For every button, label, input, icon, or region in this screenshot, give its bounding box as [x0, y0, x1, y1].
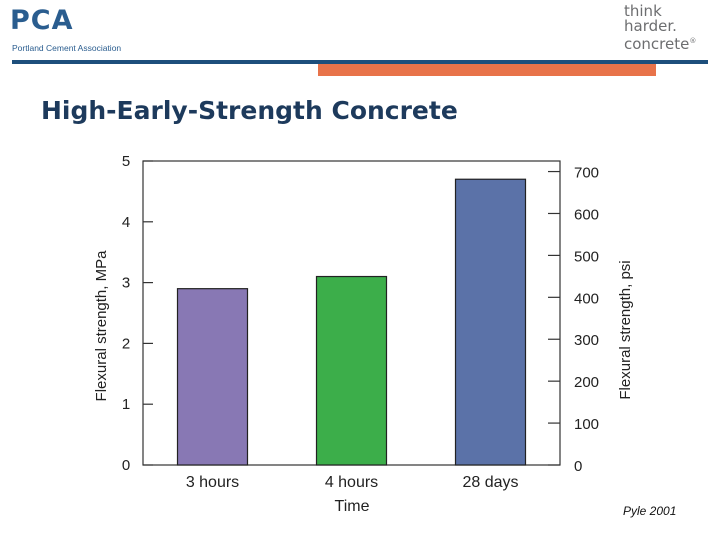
x-axis-label: Time — [335, 498, 370, 515]
slide-title: High-Early-Strength Concrete — [41, 96, 458, 125]
slide-header: PCA Portland Cement Association think ha… — [0, 0, 720, 80]
x-tick-label: 3 hours — [186, 474, 239, 491]
right-tick-label: 200 — [574, 374, 599, 391]
bar-28-days — [454, 178, 527, 466]
right-tick-label: 100 — [574, 416, 599, 433]
x-tick-label: 4 hours — [325, 474, 378, 491]
y-axis-label: Flexural strength, MPa — [93, 250, 110, 402]
right-tick-label: 0 — [574, 458, 582, 475]
pca-logo: PCA Portland Cement Association — [10, 6, 140, 56]
logo-line-3: concrete® — [624, 34, 714, 52]
right-tick-label: 300 — [574, 332, 599, 349]
bar-3-hours — [176, 288, 249, 466]
y2-axis-label: Flexural strength, psi — [617, 260, 634, 399]
logo-line-3-text: concrete — [624, 35, 690, 53]
right-axis-ticks: 0 100 200 300 400 500 600 700 — [548, 165, 599, 475]
header-orange-accent — [318, 64, 656, 76]
left-tick-label: 1 — [122, 396, 130, 413]
pca-logo-subtitle: Portland Cement Association — [12, 43, 122, 53]
left-axis-ticks: 0 1 2 3 4 5 — [122, 153, 153, 474]
pca-logo-mark: PCA — [10, 5, 74, 36]
source-credit: Pyle 2001 — [623, 504, 677, 518]
logo-line-2: harder. — [624, 17, 677, 35]
logo-line-1: think — [624, 2, 662, 20]
left-tick-label: 0 — [122, 457, 130, 474]
header-blue-rule — [12, 60, 708, 64]
left-tick-label: 3 — [122, 275, 130, 292]
left-tick-label: 4 — [122, 214, 130, 231]
right-tick-label: 400 — [574, 290, 599, 307]
right-tick-label: 500 — [574, 248, 599, 265]
bar-4-hours — [315, 275, 388, 466]
think-harder-concrete-logo: think harder. concrete® — [624, 4, 714, 54]
right-tick-label: 600 — [574, 206, 599, 223]
right-tick-label: 700 — [574, 165, 599, 182]
x-tick-labels: 3 hours 4 hours 28 days — [186, 474, 519, 491]
x-tick-label: 28 days — [462, 474, 518, 491]
bars — [176, 178, 527, 466]
left-tick-label: 2 — [122, 335, 130, 352]
left-tick-label: 5 — [122, 153, 130, 170]
registered-mark: ® — [689, 37, 697, 45]
